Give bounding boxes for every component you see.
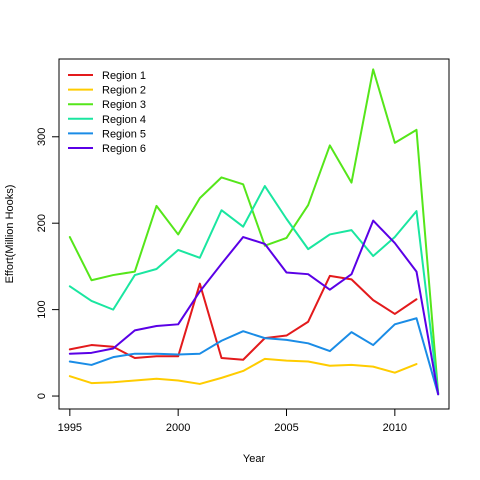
x-axis: 1995 2000 2005 2010 [58, 408, 407, 434]
legend-label: Region 1 [102, 70, 146, 82]
legend-item-region-1: Region 1 [68, 70, 146, 82]
series-line-region-1 [68, 274, 418, 361]
y-tick-label: 100 [36, 300, 48, 318]
legend-label: Region 5 [102, 128, 146, 140]
x-tick-label: 2005 [274, 422, 298, 434]
legend-item-region-2: Region 2 [68, 85, 146, 97]
legend-label: Region 4 [102, 114, 146, 126]
y-tick-label: 200 [36, 214, 48, 232]
x-tick-label: 2000 [166, 422, 190, 434]
series-line-region-5 [68, 317, 440, 396]
x-tick-label: 2010 [383, 422, 407, 434]
legend-label: Region 6 [102, 143, 146, 155]
legend-item-region-6: Region 6 [68, 143, 146, 155]
series-line-region-2 [68, 357, 418, 385]
y-tick-label: 0 [36, 393, 48, 399]
series-layer [68, 68, 440, 396]
y-axis-label: Effort(Million Hooks) [4, 185, 16, 284]
series-line-region-3 [68, 68, 440, 395]
legend-label: Region 3 [102, 99, 146, 111]
legend-item-region-3: Region 3 [68, 99, 146, 111]
legend-label: Region 2 [102, 85, 146, 97]
x-axis-label: Year [243, 453, 266, 465]
x-tick-label: 1995 [58, 422, 82, 434]
y-tick-label: 300 [36, 128, 48, 146]
series-line-region-6 [68, 219, 440, 396]
y-axis: 0 100 200 300 [36, 128, 60, 399]
legend-item-region-5: Region 5 [68, 128, 146, 140]
legend: Region 1 Region 2 Region 3 Region 4 Region 5… [68, 70, 146, 155]
series-line-region-4 [68, 185, 440, 395]
legend-item-region-4: Region 4 [68, 114, 146, 126]
